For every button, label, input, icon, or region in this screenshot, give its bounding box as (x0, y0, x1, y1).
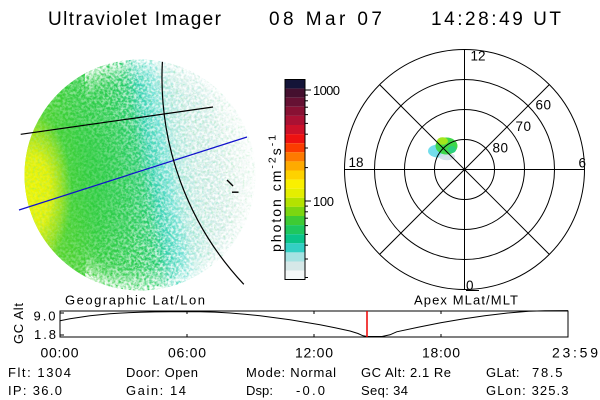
svg-text:0: 0 (466, 278, 474, 293)
svg-text:Ultraviolet Imager: Ultraviolet Imager (48, 9, 222, 30)
svg-text:70: 70 (516, 119, 532, 134)
svg-text:100: 100 (313, 194, 334, 209)
svg-text:Flt: 1304: Flt: 1304 (8, 365, 71, 380)
svg-text:Gain: 14: Gain: 14 (126, 383, 186, 398)
svg-text:80: 80 (493, 141, 509, 156)
svg-text:GLat:: GLat: (486, 365, 520, 380)
svg-text:78.5: 78.5 (532, 365, 563, 380)
svg-text:18: 18 (349, 155, 364, 170)
svg-text:Apex MLat/MLT: Apex MLat/MLT (414, 293, 518, 308)
svg-text:Geographic Lat/Lon: Geographic Lat/Lon (65, 293, 205, 308)
svg-text:12:00: 12:00 (295, 345, 333, 361)
svg-text:IP: 36.0: IP: 36.0 (8, 383, 62, 398)
svg-text:23:59: 23:59 (552, 345, 598, 361)
svg-text:18:00: 18:00 (422, 345, 460, 361)
svg-text:12: 12 (471, 49, 486, 64)
svg-text:Dsp:: Dsp: (246, 383, 273, 398)
svg-text:Seq: 34: Seq: 34 (361, 383, 408, 398)
svg-text:06:00: 06:00 (168, 345, 206, 361)
svg-text:Mode: Normal: Mode: Normal (246, 365, 336, 380)
svg-text:60: 60 (536, 98, 552, 113)
svg-text:GLon: 325.3: GLon: 325.3 (486, 383, 569, 398)
svg-text:Door: Open: Door: Open (126, 365, 198, 380)
svg-text:1000: 1000 (313, 83, 340, 98)
svg-text:photon cm-2s-1: photon cm-2s-1 (267, 133, 285, 252)
svg-text:9.0: 9.0 (34, 309, 56, 324)
svg-text:1.8: 1.8 (34, 327, 56, 342)
svg-text:00:00: 00:00 (41, 345, 79, 361)
svg-text:6: 6 (579, 156, 587, 171)
svg-text:08 Mar 07: 08 Mar 07 (269, 9, 382, 30)
svg-text:GC Alt: GC Alt (11, 303, 26, 344)
svg-text:GC Alt: 2.1 Re: GC Alt: 2.1 Re (361, 365, 451, 380)
svg-text:14:28:49 UT: 14:28:49 UT (431, 9, 561, 30)
